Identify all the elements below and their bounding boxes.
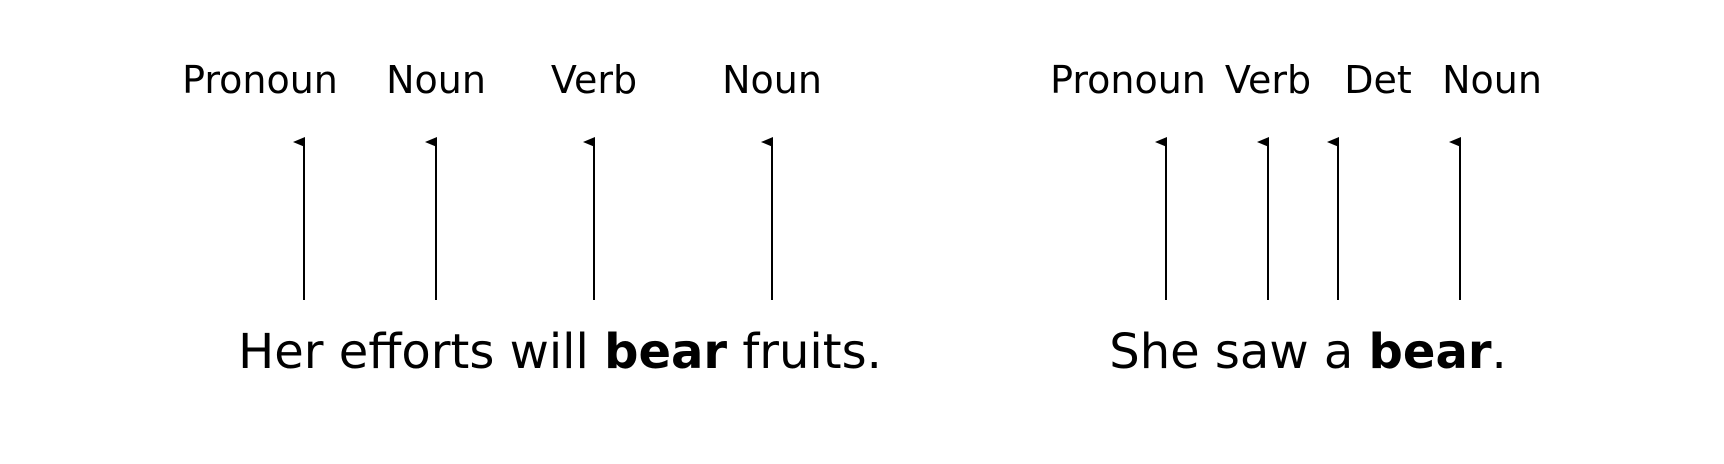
sentence-1-before: Her efforts will [238,324,605,380]
tag-1-noun-2: Noun [722,58,822,102]
sentence-1-bold-word: bear [604,324,728,380]
tag-1-pronoun: Pronoun [182,58,338,102]
sentence-2-before: She saw a [1109,324,1369,380]
sentence-2: She saw a bear. [1109,324,1507,380]
sentence-1-after: fruits. [727,324,882,380]
tag-1-verb: Verb [550,58,638,102]
tag-2-det: Det [1344,58,1412,102]
tag-2-verb: Verb [1224,58,1312,102]
tag-1-noun: Noun [386,58,486,102]
sentence-2-bold-word: bear [1368,324,1492,380]
tag-2-pronoun: Pronoun [1050,58,1206,102]
sentence-2-after: . [1491,324,1507,380]
tag-2-noun: Noun [1442,58,1542,102]
sentence-1: Her efforts will bear fruits. [238,324,882,380]
